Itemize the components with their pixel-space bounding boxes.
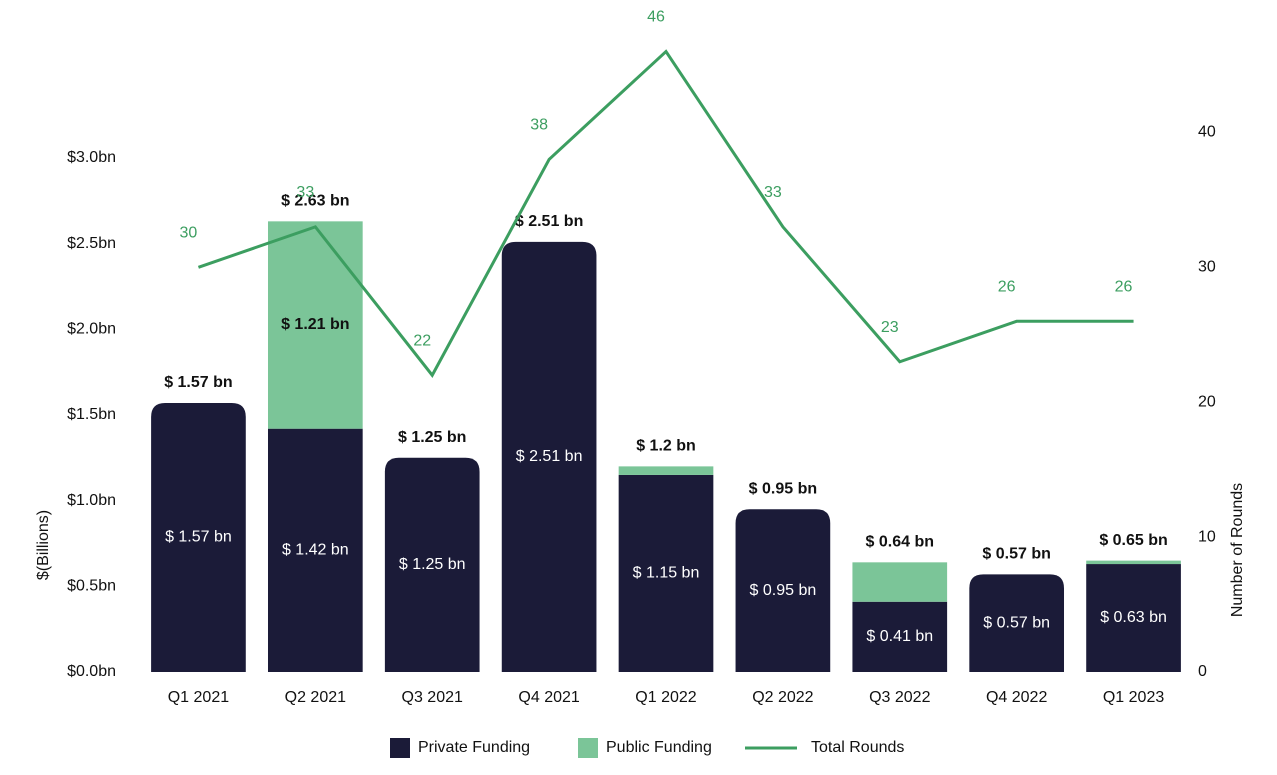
- value-label: $ 0.41 bn: [866, 628, 933, 645]
- bar-segment: [1086, 560, 1181, 565]
- x-tick-label: Q3 2021: [402, 689, 463, 706]
- y2-tick-label: 40: [1198, 124, 1216, 141]
- line-value-label: 23: [881, 319, 899, 336]
- legend-label: Public Funding: [606, 739, 712, 756]
- legend-label: Total Rounds: [811, 739, 904, 756]
- value-label: $ 1.21 bn: [281, 316, 349, 333]
- bar-segment: [852, 562, 948, 602]
- total-label: $ 0.95 bn: [749, 480, 817, 497]
- x-tick-label: Q1 2022: [635, 689, 696, 706]
- total-label: $ 2.51 bn: [515, 213, 583, 230]
- total-label: $ 0.57 bn: [982, 546, 1050, 563]
- legend-swatch: [390, 738, 410, 758]
- y2-tick-label: 30: [1198, 259, 1216, 276]
- line-value-label: 33: [296, 184, 314, 201]
- value-label: $ 0.63 bn: [1100, 609, 1167, 626]
- bar-segment: [1086, 564, 1181, 672]
- y-tick-label: $1.0bn: [67, 492, 116, 509]
- total-label: $ 0.65 bn: [1099, 532, 1167, 549]
- value-label: $ 1.57 bn: [165, 529, 232, 546]
- value-label: $ 0.95 bn: [750, 582, 817, 599]
- x-tick-label: Q1 2021: [168, 689, 229, 706]
- total-label: $ 1.57 bn: [164, 374, 232, 391]
- x-tick-label: Q4 2021: [518, 689, 579, 706]
- bar-segment: [735, 509, 831, 672]
- y-tick-label: $1.5bn: [67, 406, 116, 423]
- total-label: $ 1.2 bn: [636, 438, 696, 455]
- legend-swatch: [578, 738, 598, 758]
- value-label: $ 1.15 bn: [633, 565, 700, 582]
- legend-label: Private Funding: [418, 739, 530, 756]
- x-tick-label: Q3 2022: [869, 689, 930, 706]
- bar-segment: [852, 601, 948, 672]
- y-axis-label: $(Billions): [35, 510, 52, 580]
- bar-segment: [501, 241, 597, 672]
- total-label: $ 0.64 bn: [866, 534, 934, 551]
- bar-segment: [618, 466, 714, 475]
- line: [197, 49, 1134, 378]
- y2-axis-label: Number of Rounds: [1229, 483, 1246, 617]
- bar-segment: [267, 428, 363, 672]
- line-value-label: 22: [413, 332, 431, 349]
- y-tick-label: $2.0bn: [67, 321, 116, 338]
- bar-segment: [151, 402, 246, 672]
- y2-tick-label: 0: [1198, 663, 1207, 680]
- value-label: $ 1.25 bn: [399, 556, 466, 573]
- total-label: $ 2.63 bn: [281, 193, 349, 210]
- line-value-label: 26: [1115, 278, 1133, 295]
- y-tick-label: $0.0bn: [67, 663, 116, 680]
- y-tick-label: $2.5bn: [67, 235, 116, 252]
- y2-tick-label: 10: [1198, 528, 1216, 545]
- line-value-label: 33: [764, 184, 782, 201]
- value-label: $ 1.42 bn: [282, 542, 349, 559]
- bar-segment: [618, 474, 714, 672]
- x-tick-label: Q2 2021: [285, 689, 346, 706]
- y-tick-label: $3.0bn: [67, 149, 116, 166]
- x-tick-label: Q1 2023: [1103, 689, 1164, 706]
- y2-tick-label: 20: [1198, 393, 1216, 410]
- line-value-label: 26: [998, 278, 1016, 295]
- line-value-label: 38: [530, 117, 548, 134]
- x-tick-label: Q2 2022: [752, 689, 813, 706]
- total-label: $ 1.25 bn: [398, 429, 466, 446]
- bar-segment: [969, 574, 1065, 672]
- bar-segment: [384, 457, 480, 672]
- line-value-label: 46: [647, 9, 665, 26]
- x-tick-label: Q4 2022: [986, 689, 1047, 706]
- value-label: $ 0.57 bn: [983, 614, 1050, 631]
- y-tick-label: $0.5bn: [67, 578, 116, 595]
- value-label: $ 2.51 bn: [516, 448, 583, 465]
- line-value-label: 30: [180, 225, 198, 242]
- bar-segment: [267, 221, 363, 429]
